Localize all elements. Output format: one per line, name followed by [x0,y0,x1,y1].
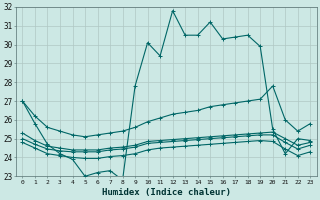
X-axis label: Humidex (Indice chaleur): Humidex (Indice chaleur) [102,188,231,197]
